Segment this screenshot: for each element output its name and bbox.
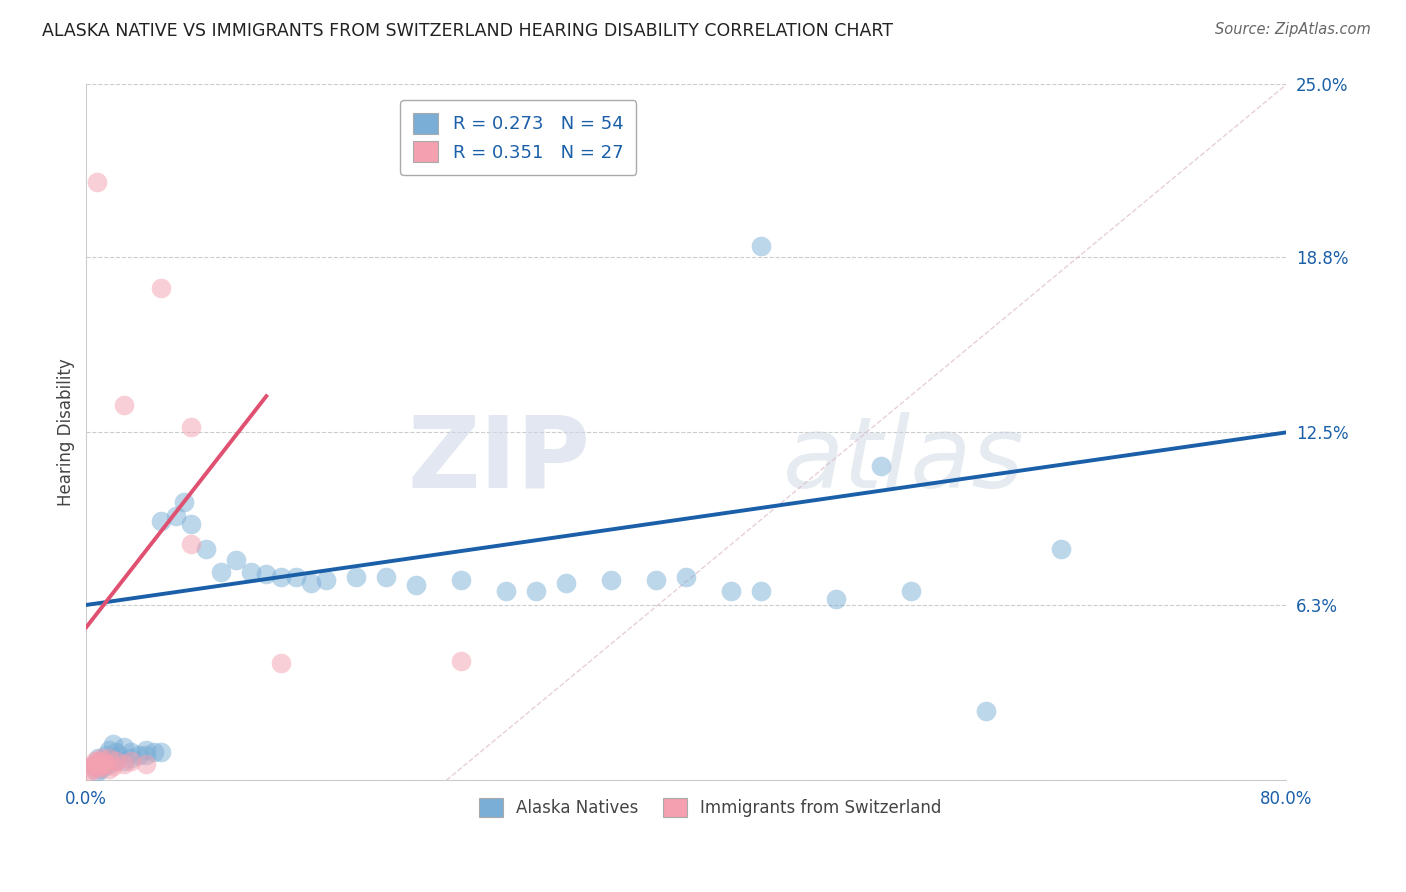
Point	[254, 567, 277, 582]
Point	[128, 748, 150, 763]
Point	[173, 495, 195, 509]
Point	[89, 756, 111, 771]
Point	[675, 570, 697, 584]
Point	[103, 759, 125, 773]
Point	[720, 584, 742, 599]
Point	[1050, 542, 1073, 557]
Point	[103, 737, 125, 751]
Point	[103, 751, 125, 765]
Point	[97, 742, 120, 756]
Point	[150, 746, 173, 760]
Point	[450, 573, 472, 587]
Point	[225, 553, 247, 567]
Point	[120, 746, 142, 760]
Point	[209, 565, 232, 579]
Point	[87, 762, 110, 776]
Point	[135, 742, 157, 756]
Point	[90, 759, 112, 773]
Point	[180, 537, 202, 551]
Point	[405, 578, 427, 592]
Point	[86, 175, 108, 189]
Point	[83, 756, 105, 771]
Text: atlas: atlas	[782, 412, 1024, 508]
Point	[135, 756, 157, 771]
Point	[93, 754, 115, 768]
Point	[825, 592, 848, 607]
Point	[870, 458, 893, 473]
Point	[97, 751, 120, 765]
Point	[150, 280, 173, 294]
Point	[97, 756, 120, 771]
Point	[645, 573, 668, 587]
Point	[82, 762, 104, 776]
Point	[79, 764, 101, 779]
Point	[270, 570, 292, 584]
Point	[524, 584, 547, 599]
Y-axis label: Hearing Disability: Hearing Disability	[58, 359, 75, 507]
Point	[976, 704, 998, 718]
Point	[450, 654, 472, 668]
Point	[299, 575, 322, 590]
Point	[105, 746, 128, 760]
Point	[94, 756, 117, 771]
Point	[600, 573, 623, 587]
Point	[90, 751, 112, 765]
Point	[86, 759, 108, 773]
Point	[315, 573, 337, 587]
Point	[180, 517, 202, 532]
Text: ALASKA NATIVE VS IMMIGRANTS FROM SWITZERLAND HEARING DISABILITY CORRELATION CHAR: ALASKA NATIVE VS IMMIGRANTS FROM SWITZER…	[42, 22, 893, 40]
Point	[375, 570, 398, 584]
Point	[240, 565, 263, 579]
Point	[180, 419, 202, 434]
Point	[285, 570, 308, 584]
Point	[105, 754, 128, 768]
Text: Source: ZipAtlas.com: Source: ZipAtlas.com	[1215, 22, 1371, 37]
Point	[87, 754, 110, 768]
Point	[495, 584, 517, 599]
Point	[751, 239, 773, 253]
Point	[94, 748, 117, 763]
Text: ZIP: ZIP	[408, 412, 591, 508]
Point	[120, 751, 142, 765]
Point	[105, 754, 128, 768]
Point	[93, 759, 115, 773]
Point	[900, 584, 922, 599]
Point	[555, 575, 578, 590]
Point	[84, 754, 107, 768]
Point	[90, 754, 112, 768]
Point	[344, 570, 367, 584]
Point	[150, 515, 173, 529]
Point	[270, 657, 292, 671]
Point	[97, 762, 120, 776]
Point	[112, 756, 135, 771]
Point	[86, 764, 108, 779]
Point	[87, 751, 110, 765]
Point	[112, 398, 135, 412]
Point	[112, 739, 135, 754]
Point	[112, 754, 135, 768]
Point	[83, 759, 105, 773]
Point	[751, 584, 773, 599]
Point	[120, 754, 142, 768]
Point	[135, 748, 157, 763]
Point	[90, 762, 112, 776]
Point	[142, 746, 165, 760]
Point	[80, 759, 103, 773]
Legend: Alaska Natives, Immigrants from Switzerland: Alaska Natives, Immigrants from Switzerl…	[472, 791, 948, 824]
Point	[108, 748, 131, 763]
Point	[195, 542, 218, 557]
Point	[165, 508, 187, 523]
